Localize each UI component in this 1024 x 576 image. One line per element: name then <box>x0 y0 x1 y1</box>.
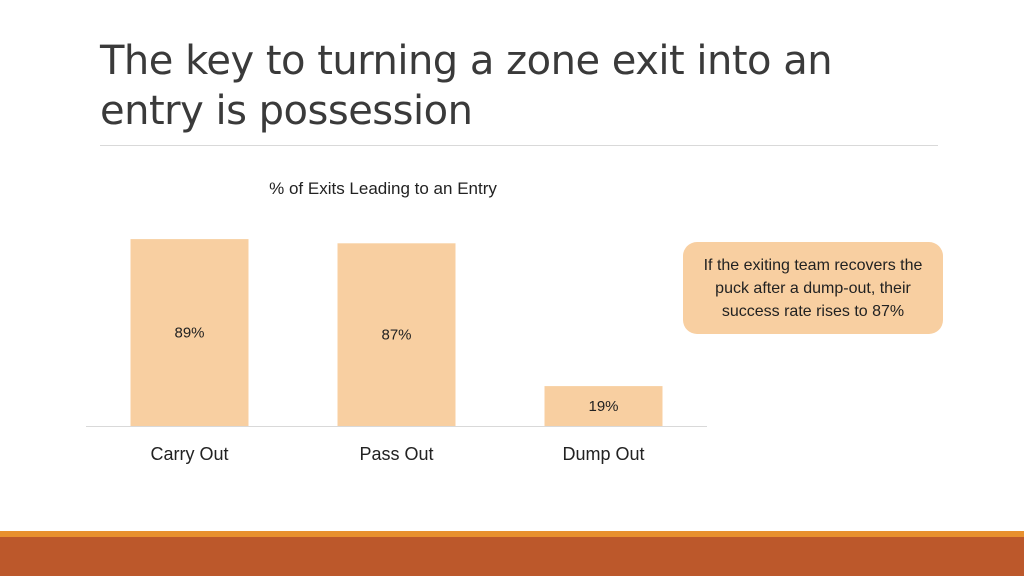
callout-text: If the exiting team recovers the puck af… <box>703 256 923 320</box>
slide-title: The key to turning a zone exit into an e… <box>100 38 833 134</box>
data-label-carry-out: 89% <box>174 325 204 342</box>
bar-carry-out <box>130 239 249 426</box>
data-label-pass-out: 87% <box>381 327 411 344</box>
data-label-dump-out: 19% <box>588 398 618 415</box>
footer-accent-stripe <box>0 531 1024 537</box>
bar-pass-out <box>337 243 456 426</box>
chart-title: % of Exits Leading to an Entry <box>269 179 497 198</box>
bars-layer <box>130 239 663 426</box>
labels-layer: 89% Carry Out 87% Pass Out 19% Dump Out <box>150 325 644 464</box>
title-divider <box>100 145 938 146</box>
x-tick-label-dump-out: Dump Out <box>562 444 644 464</box>
x-tick-label-pass-out: Pass Out <box>359 444 433 464</box>
bar-dump-out <box>544 386 663 426</box>
x-tick-label-carry-out: Carry Out <box>150 444 228 464</box>
footer-band <box>0 537 1024 576</box>
callout-box: If the exiting team recovers the puck af… <box>683 242 943 334</box>
